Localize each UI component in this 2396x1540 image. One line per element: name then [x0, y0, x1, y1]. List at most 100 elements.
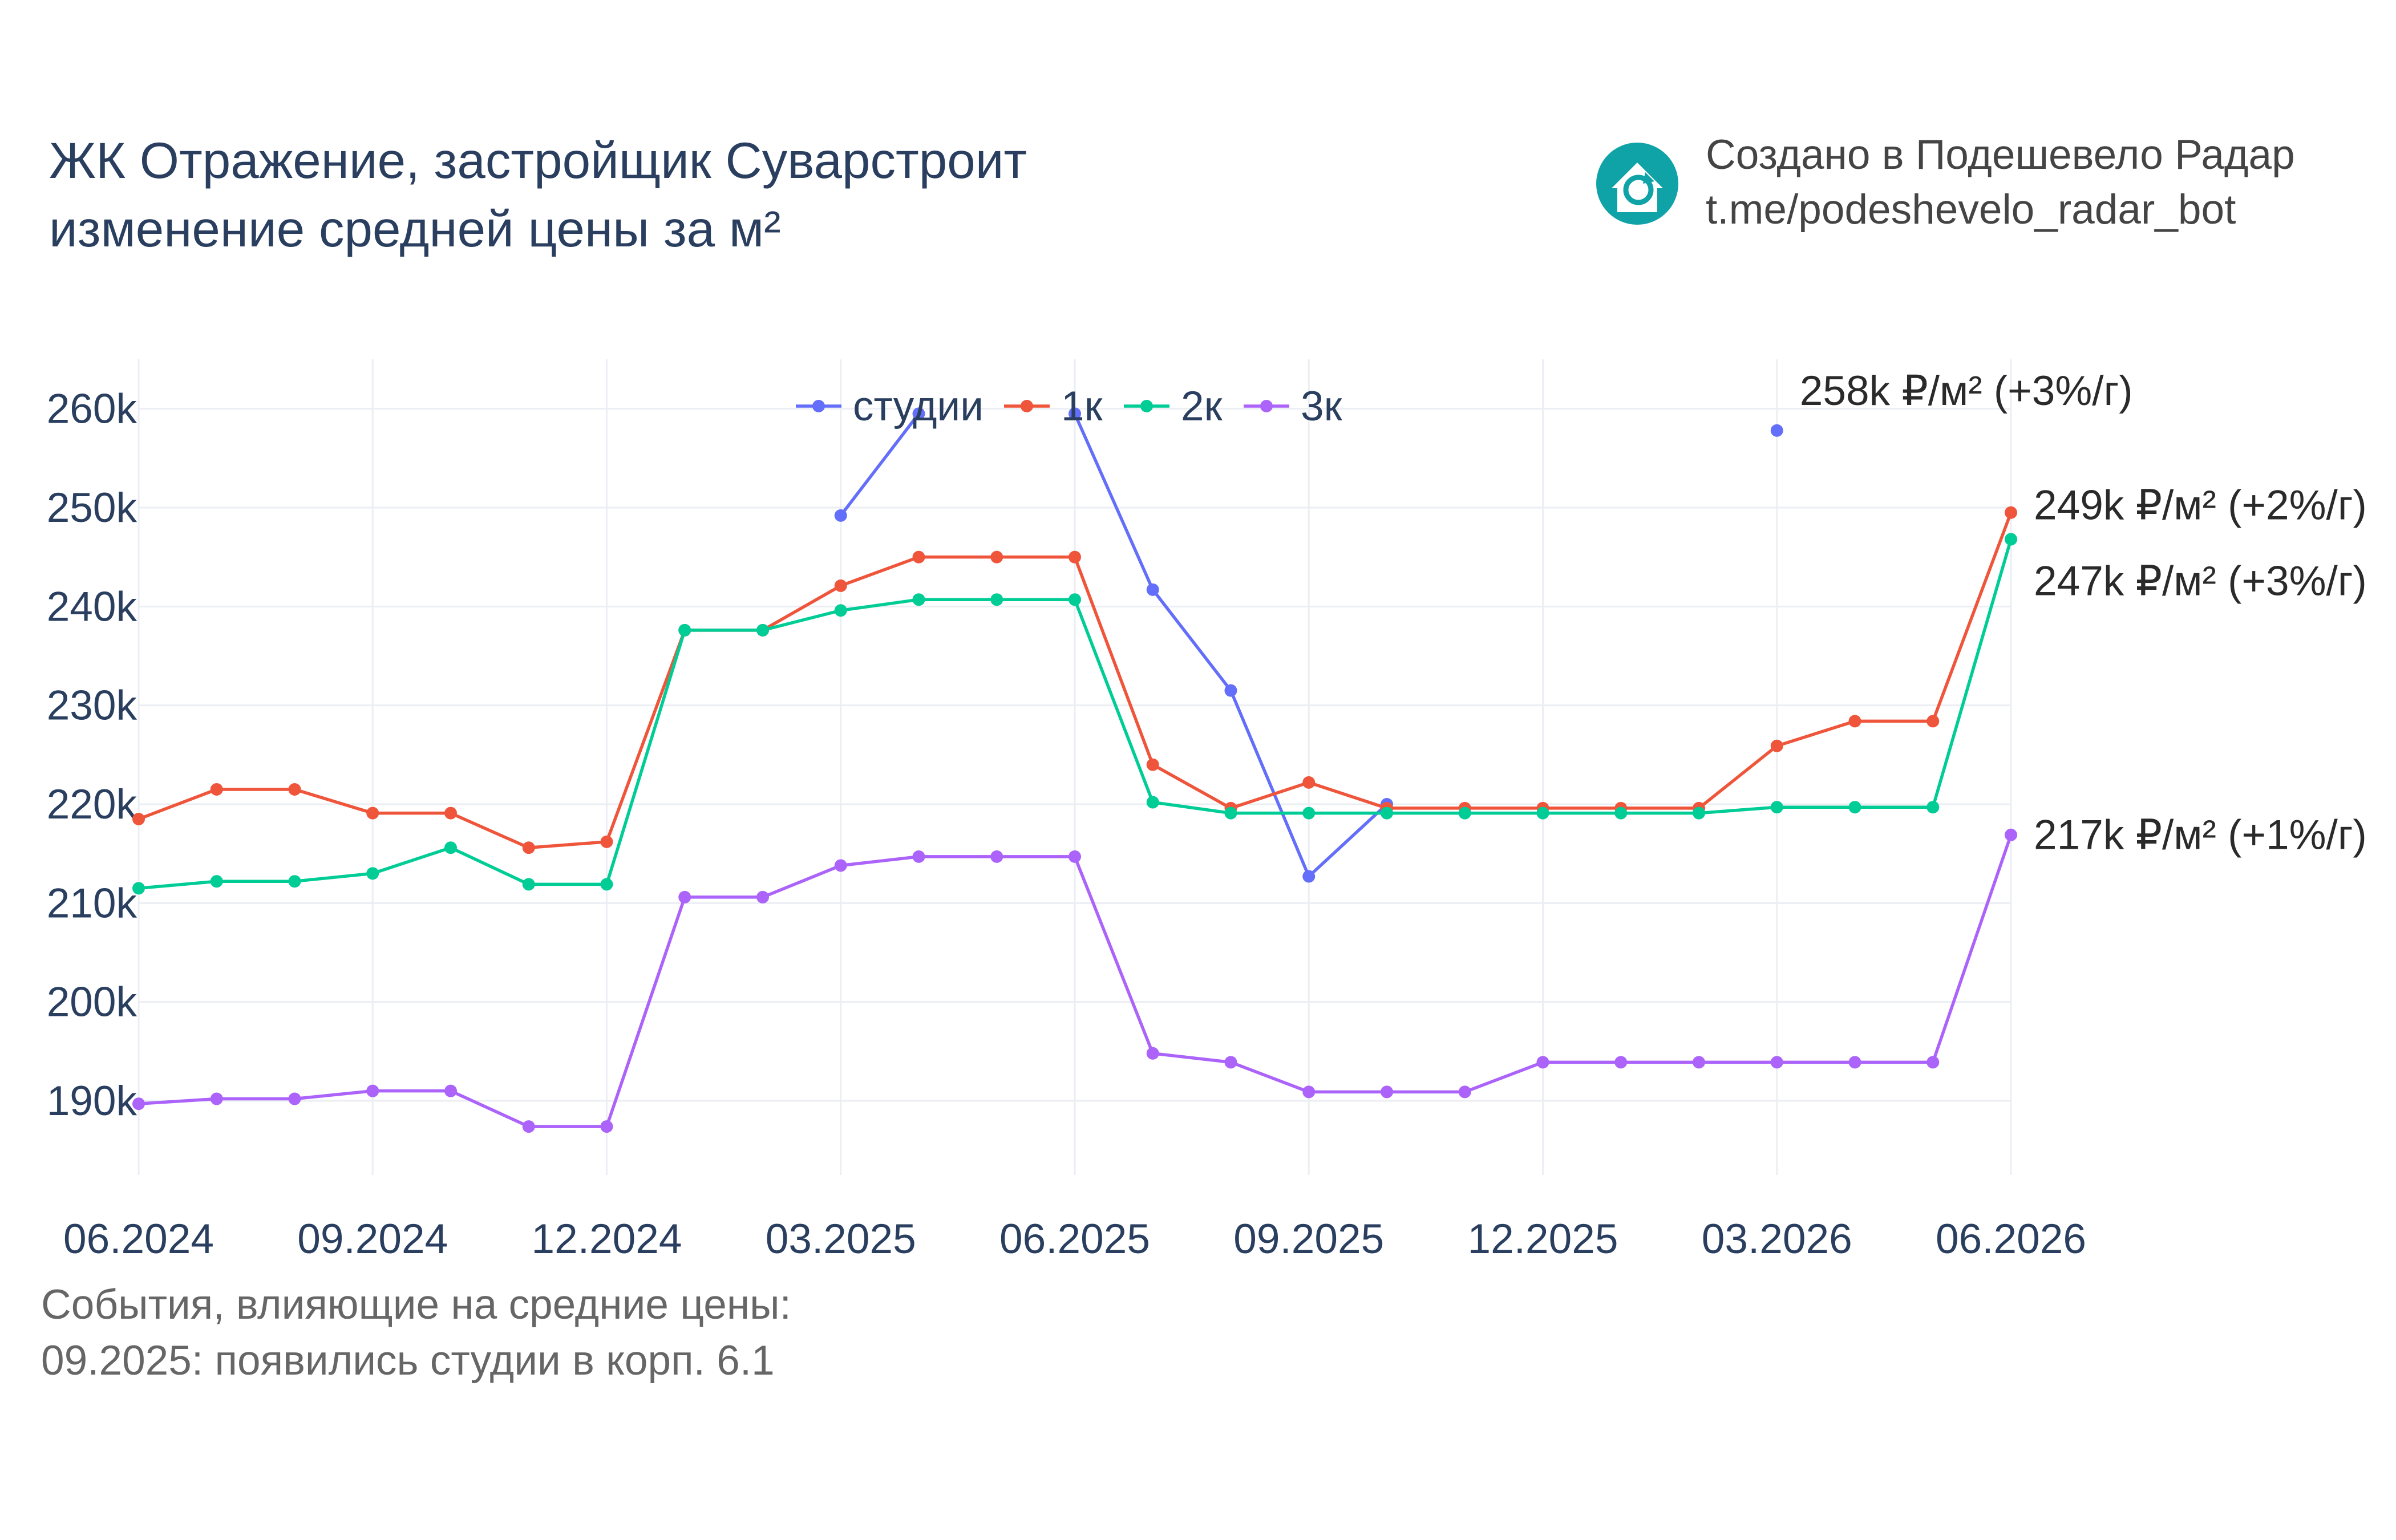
data-point[interactable]: [1224, 684, 1237, 697]
legend[interactable]: студии 1к 2к 3к: [796, 383, 1343, 429]
data-point[interactable]: [210, 875, 223, 888]
data-point[interactable]: [1926, 801, 1940, 814]
data-point[interactable]: [1458, 1085, 1471, 1099]
data-point[interactable]: [132, 882, 145, 895]
data-point[interactable]: [1069, 550, 1081, 564]
data-point[interactable]: [1224, 1056, 1237, 1069]
y-tick-label: 240k: [47, 583, 137, 630]
data-point[interactable]: [1069, 407, 1081, 420]
annotation-label: 247k ₽/м² (+3%/г): [2034, 558, 2367, 604]
x-tick-label: 06.2025: [999, 1216, 1150, 1262]
y-tick-label: 230k: [47, 683, 137, 729]
data-point[interactable]: [1146, 1047, 1159, 1060]
annotation-label: 258k ₽/м² (+3%/г): [1800, 368, 2133, 414]
data-point[interactable]: [1693, 1056, 1705, 1069]
legend-item[interactable]: студии: [796, 383, 984, 429]
data-point[interactable]: [1848, 715, 1861, 728]
data-point[interactable]: [600, 878, 613, 891]
data-point[interactable]: [132, 813, 145, 825]
data-point[interactable]: [678, 890, 691, 903]
data-point[interactable]: [2005, 506, 2017, 519]
data-point[interactable]: [210, 1092, 223, 1105]
data-point[interactable]: [600, 1120, 613, 1133]
data-point[interactable]: [678, 623, 691, 637]
data-point[interactable]: [1614, 807, 1628, 820]
annotation-label: 249k ₽/м² (+2%/г): [2034, 483, 2367, 529]
data-point[interactable]: [990, 593, 1003, 606]
data-point[interactable]: [522, 1120, 535, 1133]
data-point[interactable]: [1302, 776, 1316, 789]
data-point[interactable]: [912, 550, 925, 564]
series-line: [839, 412, 920, 517]
data-point[interactable]: [2005, 828, 2017, 841]
data-point[interactable]: [1614, 1056, 1628, 1069]
data-point[interactable]: [1381, 1085, 1393, 1099]
data-point[interactable]: [1926, 715, 1940, 728]
data-point[interactable]: [600, 835, 613, 848]
data-point[interactable]: [1770, 1056, 1783, 1069]
annotation-label: 217k ₽/м² (+1%/г): [2034, 812, 2367, 858]
data-point[interactable]: [1536, 1056, 1549, 1069]
x-tick-label: 03.2026: [1702, 1216, 1852, 1262]
data-point[interactable]: [834, 509, 847, 522]
data-point[interactable]: [1302, 807, 1316, 820]
x-tick-label: 09.2024: [297, 1216, 448, 1262]
data-point[interactable]: [1302, 1085, 1316, 1099]
data-point[interactable]: [288, 875, 301, 888]
data-point[interactable]: [288, 1092, 301, 1105]
legend-item[interactable]: 2к: [1124, 383, 1223, 429]
data-point[interactable]: [990, 550, 1003, 564]
data-point[interactable]: [1146, 796, 1159, 809]
data-point[interactable]: [366, 807, 379, 820]
data-point[interactable]: [366, 867, 379, 880]
legend-item[interactable]: 3к: [1244, 383, 1343, 429]
data-point[interactable]: [834, 859, 847, 872]
events-heading: События, влияющие на средние цены:: [41, 1282, 791, 1328]
data-point[interactable]: [1302, 870, 1316, 883]
event-item: 09.2025: появились студии в корп. 6.1: [41, 1338, 775, 1384]
data-point[interactable]: [990, 850, 1003, 863]
data-point[interactable]: [1224, 807, 1237, 820]
chart-title-line2: изменение средней цены за м²: [49, 200, 781, 257]
data-point[interactable]: [522, 878, 535, 891]
data-point[interactable]: [444, 1084, 457, 1097]
data-point[interactable]: [1848, 1056, 1861, 1069]
data-point[interactable]: [2005, 533, 2017, 546]
x-tick-label: 03.2025: [766, 1216, 916, 1262]
data-point[interactable]: [756, 623, 769, 637]
data-point[interactable]: [288, 783, 301, 796]
data-point[interactable]: [756, 890, 769, 903]
data-point[interactable]: [522, 841, 535, 854]
series-3к: [132, 828, 2017, 1133]
data-point[interactable]: [1458, 807, 1471, 820]
data-point[interactable]: [1770, 424, 1783, 437]
data-point[interactable]: [834, 579, 847, 592]
legend-item[interactable]: 1к: [1004, 383, 1103, 429]
data-point[interactable]: [1381, 807, 1393, 820]
data-point[interactable]: [1848, 801, 1861, 814]
data-point[interactable]: [210, 783, 223, 796]
legend-swatch-marker: [1140, 400, 1153, 412]
data-point[interactable]: [1069, 850, 1081, 863]
data-point[interactable]: [834, 604, 847, 617]
data-point[interactable]: [912, 407, 925, 420]
data-point[interactable]: [132, 1097, 145, 1111]
data-point[interactable]: [1926, 1056, 1940, 1069]
y-tick-label: 200k: [47, 979, 137, 1026]
x-tick-label: 09.2025: [1233, 1216, 1384, 1262]
data-point[interactable]: [912, 850, 925, 863]
data-point[interactable]: [1146, 758, 1159, 771]
data-point[interactable]: [366, 1084, 379, 1097]
data-point[interactable]: [1146, 583, 1159, 596]
data-point[interactable]: [1069, 593, 1081, 606]
data-point[interactable]: [1770, 801, 1783, 814]
data-point[interactable]: [444, 807, 457, 820]
legend-swatch-marker: [812, 400, 825, 412]
data-point[interactable]: [912, 593, 925, 606]
data-point[interactable]: [1770, 739, 1783, 752]
brand-link[interactable]: t.me/podeshevelo_radar_bot: [1706, 187, 2236, 233]
data-point[interactable]: [444, 841, 457, 854]
data-point[interactable]: [1536, 807, 1549, 820]
data-point[interactable]: [1693, 807, 1705, 820]
x-tick-label: 12.2025: [1468, 1216, 1618, 1262]
